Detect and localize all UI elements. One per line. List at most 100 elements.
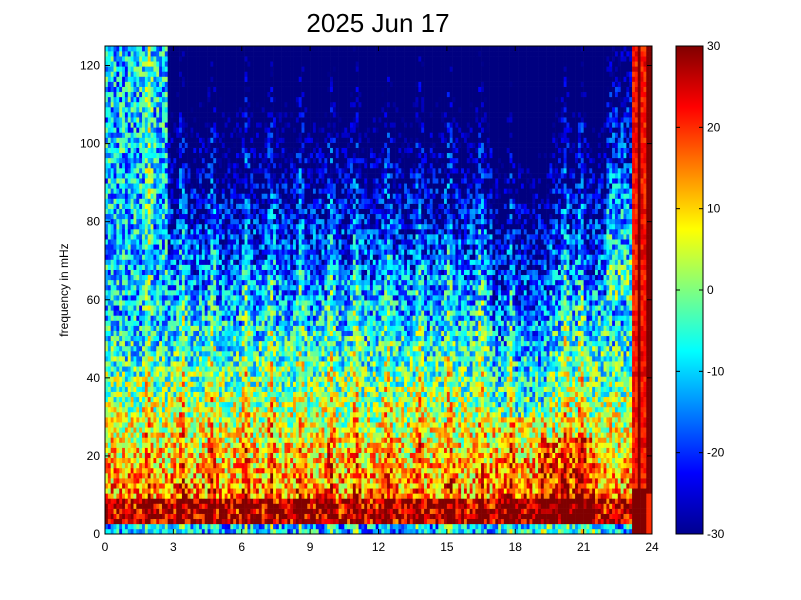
heatmap-cell (116, 300, 120, 306)
heatmap-cell (122, 284, 126, 291)
heatmap-cell (133, 528, 137, 534)
heatmap-cell (250, 310, 254, 316)
heatmap-cell (176, 467, 180, 474)
heatmap-cell (161, 264, 166, 270)
heatmap-cell (130, 61, 134, 67)
heatmap-cell (142, 269, 146, 276)
heatmap-cell (156, 422, 160, 428)
heatmap-cell (207, 345, 211, 352)
heatmap-cell (153, 401, 157, 408)
heatmap-cell (196, 422, 200, 428)
heatmap-cell (250, 330, 254, 337)
heatmap-cell (221, 264, 225, 270)
heatmap-cell (124, 229, 129, 235)
heatmap-cell (196, 71, 200, 77)
heatmap-cell (110, 137, 114, 143)
heatmap-cell (139, 279, 143, 286)
heatmap-cell (136, 173, 140, 179)
heatmap-cell (241, 437, 245, 443)
heatmap-cell (199, 107, 203, 113)
heatmap-cell (230, 249, 234, 255)
heatmap-cell (139, 168, 143, 174)
heatmap-cell (193, 290, 197, 296)
heatmap-cell (221, 345, 225, 352)
heatmap-cell (218, 142, 223, 148)
heatmap-cell (176, 71, 180, 77)
heatmap-cell (218, 254, 223, 260)
heatmap-cell (167, 162, 171, 169)
heatmap-cell (207, 361, 211, 367)
heatmap-cell (107, 96, 111, 103)
heatmap-cell (224, 381, 228, 387)
heatmap-cell (116, 315, 120, 321)
heatmap-cell (247, 249, 251, 255)
heatmap-cell (153, 371, 157, 377)
heatmap-cell (204, 203, 208, 209)
heatmap-cell (124, 239, 129, 245)
heatmap-cell (190, 51, 194, 57)
heatmap-cell (170, 284, 174, 291)
heatmap-cell (250, 112, 254, 118)
heatmap-cell (156, 183, 160, 189)
heatmap-cell (247, 396, 251, 403)
heatmap-cell (150, 117, 154, 123)
heatmap-cell (105, 422, 109, 428)
heatmap-cell (110, 300, 114, 306)
heatmap-cell (161, 473, 166, 479)
heatmap-cell (236, 46, 240, 52)
heatmap-cell (238, 488, 243, 494)
heatmap-cell (196, 229, 200, 235)
heatmap-cell (210, 437, 214, 443)
heatmap-cell (247, 91, 251, 98)
heatmap-cell (176, 340, 180, 347)
heatmap-cell (105, 203, 109, 209)
heatmap-cell (247, 218, 251, 225)
heatmap-cell (147, 96, 151, 103)
heatmap-cell (159, 437, 163, 443)
heatmap-cell (113, 76, 117, 82)
heatmap-cell (107, 300, 111, 306)
heatmap-cell (224, 345, 228, 352)
heatmap-cell (176, 208, 180, 215)
heatmap-cell (173, 417, 177, 423)
heatmap-cell (142, 101, 146, 108)
heatmap-cell (107, 112, 111, 118)
heatmap-cell (105, 518, 109, 525)
heatmap-cell (250, 356, 254, 362)
heatmap-cell (250, 300, 254, 306)
heatmap-cell (124, 274, 129, 281)
heatmap-cell (250, 269, 254, 276)
heatmap-cell (139, 320, 143, 326)
heatmap-cell (127, 518, 131, 525)
heatmap-cell (184, 356, 188, 362)
chart-title: 2025 Jun 17 (306, 8, 449, 38)
heatmap-cell (122, 107, 126, 113)
heatmap-cell (150, 452, 154, 459)
heatmap-cell (224, 325, 228, 331)
heatmap-cell (124, 371, 129, 377)
heatmap-cell (181, 112, 186, 118)
heatmap-cell (122, 396, 126, 403)
heatmap-cell (196, 249, 200, 255)
heatmap-cell (204, 259, 208, 265)
heatmap-cell (187, 274, 191, 281)
heatmap-cell (230, 508, 234, 514)
heatmap-cell (170, 498, 174, 504)
heatmap-cell (159, 198, 163, 204)
heatmap-cell (110, 498, 114, 504)
heatmap-cell (124, 218, 129, 225)
heatmap-cell (227, 198, 231, 204)
heatmap-cell (139, 467, 143, 474)
heatmap-cell (224, 396, 228, 403)
heatmap-cell (216, 198, 220, 204)
heatmap-cell (136, 122, 140, 128)
heatmap-cell (130, 498, 134, 504)
heatmap-cell (210, 157, 214, 164)
heatmap-cell (113, 447, 117, 453)
heatmap-cell (233, 432, 237, 438)
heatmap-cell (144, 295, 149, 301)
heatmap-cell (116, 188, 120, 194)
heatmap-cell (105, 513, 109, 520)
heatmap-cell (207, 137, 211, 143)
heatmap-cell (187, 203, 191, 209)
